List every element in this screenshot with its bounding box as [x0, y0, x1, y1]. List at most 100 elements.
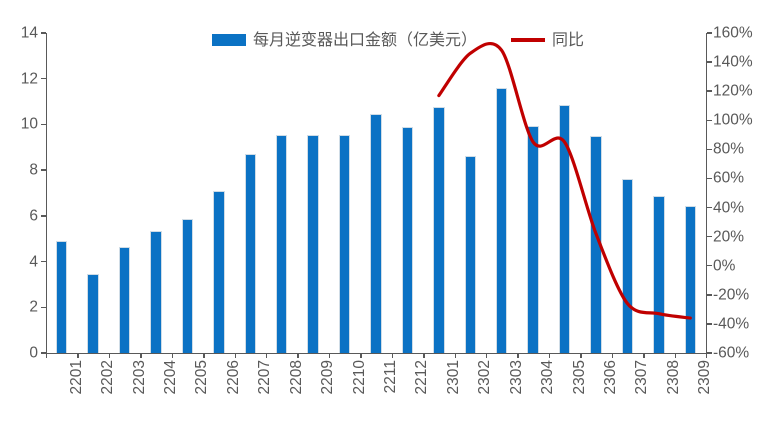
- x-axis-tick: [706, 353, 708, 358]
- left-axis-tick-label: 14: [20, 24, 38, 42]
- right-axis-spine: [706, 33, 708, 353]
- x-axis-tick-label: 2206: [224, 360, 242, 395]
- x-axis-tick: [391, 353, 394, 358]
- left-axis-tick: [41, 169, 46, 171]
- right-axis-tick-label: 60%: [713, 169, 745, 187]
- bar[interactable]: [464, 156, 476, 353]
- legend-bar-swatch-icon: [212, 34, 246, 46]
- bar[interactable]: [276, 134, 288, 353]
- right-axis-tick: [707, 323, 712, 325]
- x-axis-tick-label: 2308: [664, 360, 682, 395]
- left-axis-tick-label: 10: [20, 115, 38, 133]
- right-axis-tick-label: 160%: [713, 24, 753, 42]
- right-axis-tick-label: 0%: [713, 256, 736, 274]
- right-axis-tick: [707, 206, 712, 209]
- legend-line-label: 同比: [552, 30, 585, 49]
- x-axis-tick: [77, 353, 79, 358]
- bar[interactable]: [433, 107, 445, 353]
- right-axis-tick: [707, 61, 712, 63]
- left-axis-tick: [41, 260, 46, 263]
- right-axis-tick: [707, 177, 712, 180]
- bar[interactable]: [653, 196, 665, 353]
- x-axis-tick: [360, 353, 362, 358]
- right-axis-tick: [707, 32, 712, 34]
- right-axis-tick: [707, 294, 712, 296]
- x-axis-tick: [297, 353, 299, 358]
- x-axis-tick-label: 2202: [99, 360, 117, 395]
- x-axis-tick-label: 2309: [696, 360, 714, 395]
- bar[interactable]: [527, 125, 539, 353]
- left-axis-spine: [46, 33, 48, 353]
- left-axis-tick: [41, 215, 46, 217]
- x-axis-tick: [423, 353, 425, 358]
- bar[interactable]: [150, 230, 162, 353]
- bar[interactable]: [181, 219, 194, 353]
- x-axis-tick-label: 2204: [162, 360, 179, 395]
- x-axis-tick-label: 2305: [570, 360, 588, 395]
- x-axis-tick: [611, 353, 614, 358]
- x-axis-tick-label: 2211: [382, 360, 399, 394]
- left-axis-tick: [41, 352, 46, 354]
- right-axis-tick: [707, 148, 712, 151]
- x-axis-tick: [234, 353, 236, 358]
- bar[interactable]: [338, 134, 351, 353]
- right-axis-tick-label: -40%: [713, 315, 750, 333]
- left-axis-tick-label: 0: [29, 344, 38, 362]
- legend-bar-label: 每月逆变器出口金额（亿美元）: [253, 30, 478, 49]
- x-axis-tick: [266, 353, 268, 358]
- x-axis-tick-label: 2303: [507, 360, 525, 395]
- left-axis-tick: [41, 32, 46, 34]
- x-axis-tick: [580, 353, 582, 358]
- x-axis-tick-label: 2302: [476, 360, 494, 395]
- left-axis-tick-label: 4: [29, 252, 38, 270]
- line-path: [437, 41, 692, 320]
- x-axis-tick: [643, 353, 645, 358]
- left-axis-tick-label: 2: [29, 298, 38, 316]
- left-axis-tick: [41, 78, 46, 80]
- bar[interactable]: [558, 105, 571, 353]
- right-axis-tick-label: -20%: [713, 286, 750, 304]
- x-axis-tick: [46, 353, 48, 358]
- left-axis-tick-label: 6: [29, 207, 38, 225]
- x-axis-tick: [517, 353, 519, 358]
- bar[interactable]: [307, 134, 319, 353]
- legend-line-swatch-icon: [511, 38, 546, 42]
- x-axis-spine: [46, 352, 707, 354]
- plot-area: [46, 33, 706, 353]
- bar[interactable]: [496, 87, 508, 353]
- x-axis-tick-label: 2301: [444, 360, 462, 395]
- left-axis-tick-label: 12: [20, 69, 38, 87]
- bar[interactable]: [401, 126, 414, 353]
- bar[interactable]: [87, 274, 99, 353]
- line-series: [437, 41, 692, 320]
- bar[interactable]: [244, 154, 256, 353]
- x-axis-tick-label: 2307: [633, 360, 651, 395]
- x-axis-tick: [140, 353, 142, 358]
- x-axis-tick: [674, 353, 676, 358]
- right-axis-tick-label: 80%: [713, 140, 745, 158]
- x-axis-tick-label: 2210: [350, 360, 368, 395]
- x-axis-tick-label: 2208: [287, 360, 305, 395]
- right-axis-tick-label: 100%: [713, 111, 753, 129]
- legend-item-bar-series: 每月逆变器出口金额（亿美元）: [212, 32, 477, 48]
- x-axis-tick: [108, 353, 111, 358]
- right-axis-tick-label: 140%: [713, 53, 753, 71]
- right-axis-tick-label: 120%: [713, 82, 753, 100]
- bar[interactable]: [621, 179, 634, 353]
- x-axis-tick: [548, 353, 551, 358]
- right-axis-tick: [707, 119, 712, 121]
- right-axis-tick: [707, 265, 712, 267]
- x-axis-tick-label: 2212: [413, 360, 431, 395]
- x-axis-tick-label: 2203: [130, 360, 148, 395]
- bar[interactable]: [213, 190, 225, 353]
- bar[interactable]: [684, 205, 696, 353]
- right-axis-tick: [707, 90, 712, 92]
- x-axis-tick: [328, 353, 331, 358]
- bar[interactable]: [370, 114, 382, 353]
- x-axis-tick-label: 2304: [539, 360, 557, 395]
- bar[interactable]: [118, 246, 131, 353]
- x-axis-tick-label: 2209: [319, 360, 337, 395]
- bar[interactable]: [56, 241, 68, 353]
- x-axis-tick: [486, 353, 488, 358]
- x-axis-tick: [171, 353, 174, 358]
